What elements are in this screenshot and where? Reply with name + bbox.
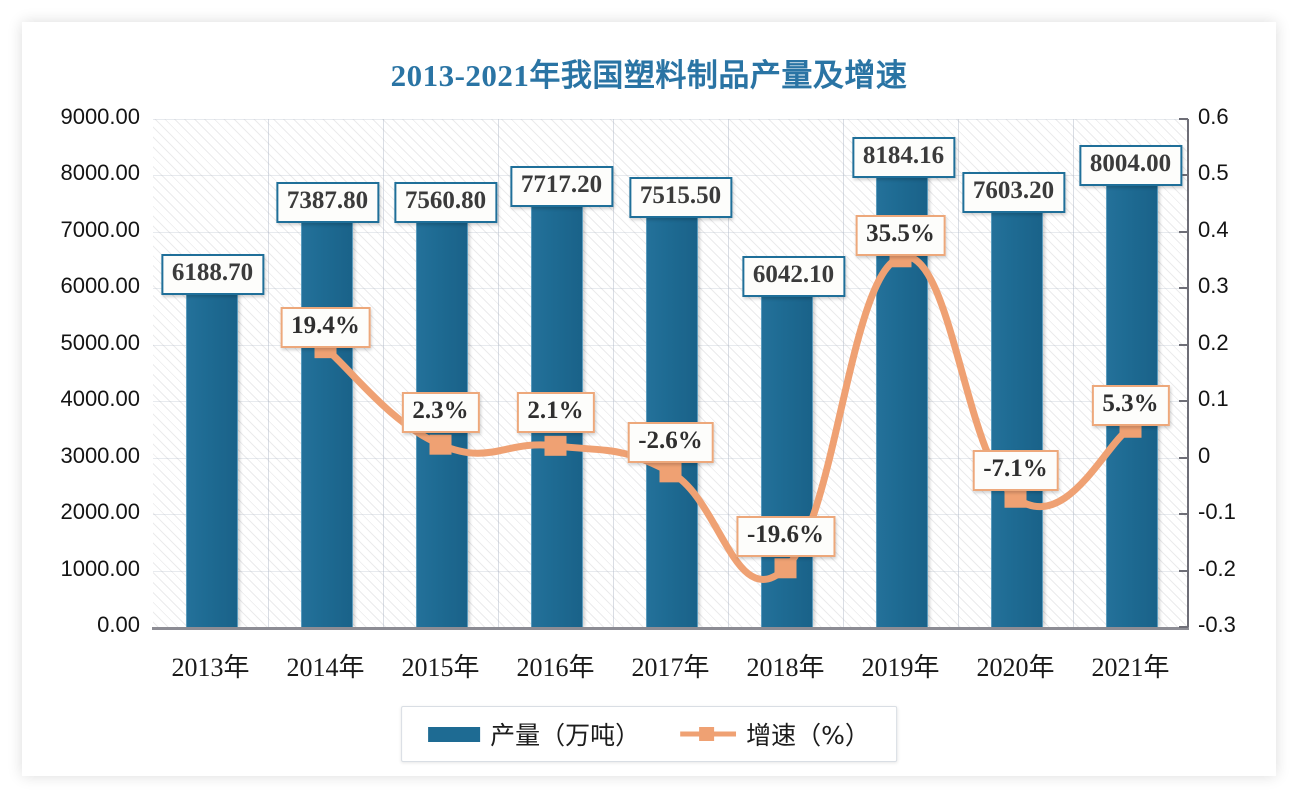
line-marker[interactable] [1004,487,1027,508]
left-axis-tick: 5000.00 [60,329,140,355]
right-axis-tick-mark [1179,343,1188,346]
x-axis-tick: 2013年 [171,653,250,682]
x-axis-tick: 2019年 [861,653,940,682]
growth-value-label: -2.6% [627,422,714,463]
left-axis-tick: 6000.00 [60,273,140,299]
right-axis-tick-mark [1179,569,1188,572]
right-axis-tick: 0.4 [1198,216,1229,242]
page-title: 2013-2021年我国塑料制品产量及增速 [390,58,908,93]
bar[interactable] [300,209,353,627]
x-axis-tick: 2021年 [1091,653,1170,682]
x-axis-tick: 2017年 [631,653,710,682]
bar[interactable] [645,202,698,627]
bar[interactable] [185,277,238,627]
vertical-gridline [728,119,729,627]
vertical-gridline [268,119,269,627]
left-axis-tick: 9000.00 [60,104,140,129]
line-marker[interactable] [544,435,567,456]
right-axis-line [1187,119,1189,627]
bar-value-label: 7603.20 [961,172,1066,213]
bar-value-label: 8004.00 [1078,145,1183,186]
line-marker[interactable] [659,462,682,483]
x-axis-tick: 2016年 [516,653,595,682]
bar-swatch-icon [428,726,481,742]
bar-value-label: 7515.50 [628,177,733,218]
right-axis-tick: 0.5 [1198,160,1229,186]
horizontal-gridline [153,175,1188,177]
x-axis-tick: 2018年 [746,653,825,682]
right-axis-tick-mark [1179,456,1188,459]
growth-value-label: 19.4% [280,307,371,348]
left-axis-tick: 3000.00 [60,442,140,468]
right-axis-tick: 0 [1198,442,1211,468]
left-axis-tick: 1000.00 [60,555,140,581]
x-axis-line [152,627,1189,630]
x-axis-tick: 2020年 [976,653,1055,682]
right-axis-tick-mark [1179,230,1188,233]
legend-label-output: 产量（万吨） [490,721,641,750]
right-axis-tick-mark [1179,513,1188,516]
line-marker[interactable] [429,434,452,455]
bar[interactable] [760,285,813,627]
bar-value-label: 7717.20 [509,166,614,207]
bar[interactable] [990,197,1043,627]
right-axis-tick: -0.1 [1198,499,1236,525]
vertical-gridline [498,119,499,627]
x-axis-tick: 2015年 [401,653,480,682]
left-axis-tick: 2000.00 [60,499,140,525]
right-axis-tick-mark [1179,626,1188,628]
right-axis-tick: 0.6 [1198,104,1229,129]
right-axis-tick: 0.2 [1198,329,1229,355]
chart-card: 2013-2021年我国塑料制品产量及增速 0.00 1000.00 2000.00… [22,22,1276,776]
bar-value-label: 7387.80 [275,182,380,223]
left-axis-tick: 0.00 [97,612,140,637]
bar-value-label: 8184.16 [851,137,956,178]
left-axis-tick: 4000.00 [60,386,140,412]
vertical-gridline [843,119,844,627]
right-axis-tick: -0.3 [1198,612,1236,637]
right-axis-tick: 0.3 [1198,273,1229,299]
line-marker[interactable] [774,558,797,579]
right-axis-tick-mark [1179,174,1188,177]
left-axis-tick: 7000.00 [60,216,140,242]
bar-value-label: 7560.80 [393,182,498,223]
growth-value-label: 35.5% [855,215,946,256]
left-axis-tick: 8000.00 [60,160,140,186]
growth-value-label: 5.3% [1091,385,1170,426]
right-axis-tick-mark [1179,400,1188,403]
growth-value-label: -19.6% [735,516,836,557]
vertical-gridline [383,119,384,627]
line-square-marker-icon [680,727,737,741]
vertical-gridline [1073,119,1074,627]
right-axis-tick: -0.2 [1198,555,1236,581]
right-axis-tick-mark [1179,118,1188,120]
bar-value-label: 6188.70 [160,254,265,295]
legend-item-growth[interactable]: 增速（%） [680,716,870,752]
vertical-gridline [958,119,959,627]
bar-value-label: 6042.10 [741,256,846,297]
right-axis-tick: 0.1 [1198,386,1229,412]
growth-value-label: 2.1% [516,392,595,433]
vertical-gridline [613,119,614,627]
growth-value-label: 2.3% [401,392,480,433]
right-axis-tick-mark [1179,287,1188,290]
growth-value-label: -7.1% [972,450,1059,491]
legend-label-growth: 增速（%） [746,721,870,750]
x-axis-tick: 2014年 [286,653,365,682]
horizontal-gridline [153,119,1188,120]
chart-legend: 产量（万吨） 增速（%） [401,706,897,762]
legend-item-output[interactable]: 产量（万吨） [428,716,640,752]
